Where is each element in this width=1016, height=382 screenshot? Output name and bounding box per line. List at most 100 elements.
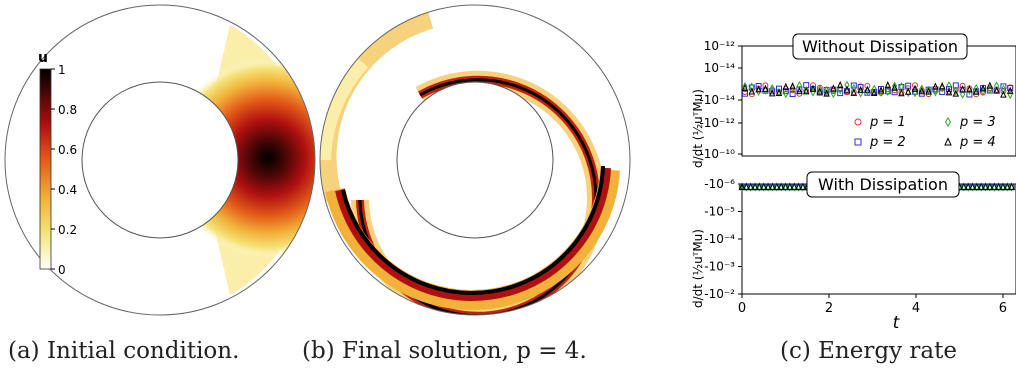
data-point: [843, 85, 851, 93]
data-point: [870, 88, 878, 96]
y-tick-label: -10⁻⁶: [704, 177, 735, 191]
data-point: [973, 182, 981, 191]
data-point: [904, 87, 912, 95]
y-tick-label: 10⁻¹²: [704, 39, 735, 53]
data-point: [854, 118, 862, 126]
data-point: [789, 87, 796, 94]
top-plot-title: Without Dissipation: [802, 37, 958, 56]
legend-entry: p = 3: [959, 115, 996, 130]
data-point: [986, 81, 994, 89]
data-point: [760, 182, 768, 191]
data-point: [925, 87, 932, 95]
bottom-ylabel: d/dt (½uᵀMu): [691, 229, 705, 308]
outer-boundary-a: [4, 4, 316, 316]
top-plot: 10⁻¹² 10⁻¹⁴ -10⁻¹⁴ -10⁻¹² -10⁻¹⁰ p = 1 p = 3 p…: [691, 33, 1016, 168]
data-point: [952, 89, 960, 97]
data-point: [796, 86, 803, 93]
data-point: [898, 89, 905, 97]
y-tick-label: -10⁻¹⁰: [699, 147, 735, 161]
data-point: [769, 182, 776, 191]
data-point: [1000, 83, 1007, 90]
data-point: [830, 86, 837, 93]
data-point: [756, 182, 763, 191]
data-point: [995, 182, 1002, 191]
data-point: [799, 182, 807, 191]
data-point: [953, 86, 959, 96]
data-point: [783, 89, 789, 99]
data-point: [1006, 86, 1014, 94]
data-point: [837, 90, 844, 97]
data-point: [749, 82, 755, 92]
inner-boundary-a: [81, 81, 239, 239]
data-point: [919, 84, 925, 94]
data-point: [990, 182, 998, 191]
data-point: [1000, 90, 1007, 98]
data-point: [823, 89, 830, 97]
data-point: [836, 80, 844, 89]
colorbar-tick-label: 0.4: [58, 183, 77, 197]
y-tick-label: -10⁻¹²: [699, 116, 735, 130]
data-point: [912, 82, 918, 89]
data-point: [980, 86, 986, 96]
data-point: [742, 90, 748, 97]
data-point: [1003, 182, 1011, 191]
data-point: [809, 84, 817, 92]
data-point: [932, 87, 938, 97]
panel-a: u 1 0.8 0.6 0.4 0.2 0: [4, 4, 316, 316]
data-point: [795, 182, 802, 191]
data-point: [769, 88, 776, 95]
y-tick-label: -10⁻²: [704, 287, 735, 301]
data-point: [944, 137, 952, 146]
data-point: [742, 182, 750, 191]
data-point: [1007, 90, 1013, 100]
data-point: [782, 182, 789, 191]
data-point: [938, 81, 946, 90]
data-point: [769, 84, 775, 94]
data-point: [796, 86, 803, 95]
legend-entry: p = 2: [869, 135, 906, 150]
data-point: [864, 83, 871, 90]
data-point: [773, 182, 781, 191]
data-point: [912, 88, 918, 98]
colorbar-tick-label: 0.6: [58, 143, 77, 157]
data-point: [824, 85, 830, 95]
y-tick-label: -10⁻³: [704, 260, 735, 274]
data-point: [945, 88, 953, 96]
data-point: [982, 182, 989, 191]
data-point: [751, 182, 759, 191]
data-point: [748, 87, 756, 95]
data-point: [993, 86, 1000, 94]
legend-entry: p = 1: [869, 115, 906, 130]
data-point: [871, 84, 877, 94]
outer-boundary-b: [319, 4, 631, 316]
data-point: [786, 182, 794, 191]
data-point: [777, 182, 785, 191]
data-point: [790, 182, 798, 191]
data-point: [738, 182, 746, 191]
data-point: [747, 182, 755, 191]
caption-a: (a) Initial condition.: [8, 338, 240, 364]
data-point: [830, 89, 836, 99]
data-point: [960, 182, 968, 191]
data-point: [817, 84, 823, 94]
data-point: [932, 82, 939, 90]
data-point: [977, 182, 985, 191]
data-point: [854, 138, 862, 146]
data-point: [816, 87, 824, 95]
data-point: [816, 89, 823, 96]
colorbar-tick-label: 1: [58, 63, 66, 77]
data-point: [969, 182, 976, 191]
panel-b: [319, 4, 631, 316]
data-point: [857, 85, 864, 93]
data-point: [782, 82, 790, 90]
data-point: [959, 82, 966, 89]
data-point: [964, 182, 972, 191]
bottom-xlabel: t: [893, 313, 901, 333]
data-point: [775, 88, 783, 97]
data-point: [946, 81, 952, 91]
data-point: [960, 89, 966, 99]
top-ylabel: d/dt (½uᵀMu): [691, 89, 705, 168]
inner-boundary-b: [396, 81, 554, 239]
final-solution-field: [319, 7, 620, 315]
